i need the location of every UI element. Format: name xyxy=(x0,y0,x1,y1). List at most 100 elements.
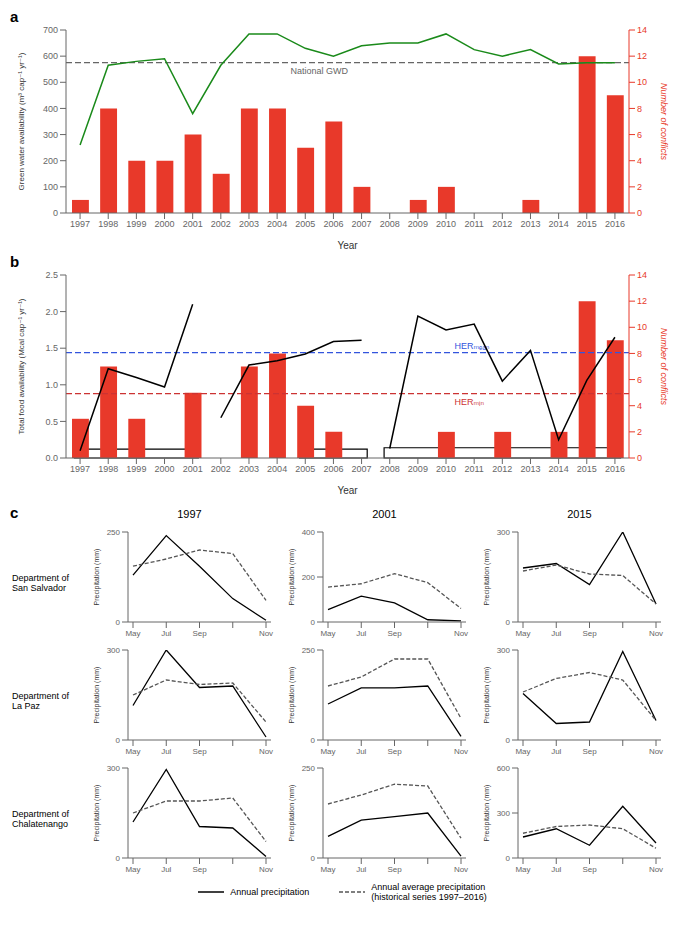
svg-text:2006: 2006 xyxy=(323,219,343,229)
svg-text:600: 600 xyxy=(497,764,511,773)
svg-text:400: 400 xyxy=(43,104,58,114)
svg-text:200: 200 xyxy=(302,573,316,582)
svg-text:Nov: Nov xyxy=(649,865,663,874)
svg-text:2003: 2003 xyxy=(239,464,259,474)
svg-text:Precipitation (mm): Precipitation (mm) xyxy=(288,549,296,606)
svg-text:Nov: Nov xyxy=(259,865,273,874)
svg-text:Nov: Nov xyxy=(454,747,468,756)
svg-text:Sep: Sep xyxy=(387,629,402,638)
svg-text:Sep: Sep xyxy=(192,629,207,638)
svg-text:0: 0 xyxy=(506,854,511,863)
svg-text:Nov: Nov xyxy=(259,629,273,638)
svg-text:2002: 2002 xyxy=(211,219,231,229)
svg-text:300: 300 xyxy=(497,809,511,818)
svg-text:2013: 2013 xyxy=(520,464,540,474)
svg-text:2001: 2001 xyxy=(183,219,203,229)
svg-text:0: 0 xyxy=(311,736,316,745)
svg-text:0: 0 xyxy=(311,618,316,627)
svg-text:250: 250 xyxy=(302,646,316,655)
svg-text:2.5: 2.5 xyxy=(45,270,58,280)
svg-text:500: 500 xyxy=(43,77,58,87)
svg-text:2014: 2014 xyxy=(549,464,569,474)
svg-text:0: 0 xyxy=(53,208,58,218)
svg-text:600: 600 xyxy=(43,51,58,61)
svg-text:Year: Year xyxy=(337,485,358,496)
svg-text:Precipitation (mm): Precipitation (mm) xyxy=(93,785,101,842)
svg-text:2006: 2006 xyxy=(323,464,343,474)
svg-text:1.0: 1.0 xyxy=(45,380,58,390)
svg-text:May: May xyxy=(320,629,335,638)
svg-text:2015: 2015 xyxy=(577,219,597,229)
svg-text:Jul: Jul xyxy=(551,629,561,638)
svg-text:2012: 2012 xyxy=(492,464,512,474)
svg-text:2007: 2007 xyxy=(352,464,372,474)
svg-text:2004: 2004 xyxy=(267,219,287,229)
svg-text:6: 6 xyxy=(637,130,642,140)
svg-text:400: 400 xyxy=(302,528,316,537)
svg-text:0: 0 xyxy=(116,736,121,745)
svg-text:Sep: Sep xyxy=(387,865,402,874)
svg-text:Precipitation (mm): Precipitation (mm) xyxy=(93,667,101,724)
svg-text:Nov: Nov xyxy=(259,747,273,756)
svg-text:300: 300 xyxy=(497,528,511,537)
svg-text:Sep: Sep xyxy=(582,629,597,638)
svg-text:0: 0 xyxy=(311,854,316,863)
svg-text:300: 300 xyxy=(43,130,58,140)
svg-text:1999: 1999 xyxy=(126,464,146,474)
svg-text:2005: 2005 xyxy=(295,219,315,229)
svg-text:Total food availability (Mcal: Total food availability (Mcal cap⁻¹ yr⁻¹… xyxy=(17,298,26,434)
svg-text:250: 250 xyxy=(302,764,316,773)
svg-text:2013: 2013 xyxy=(520,219,540,229)
svg-text:May: May xyxy=(125,747,140,756)
svg-text:2011: 2011 xyxy=(464,219,483,229)
svg-text:4: 4 xyxy=(637,156,642,166)
svg-text:2007: 2007 xyxy=(352,219,372,229)
svg-text:2005: 2005 xyxy=(295,464,315,474)
svg-text:May: May xyxy=(515,747,530,756)
svg-text:2016: 2016 xyxy=(605,219,625,229)
svg-text:Jul: Jul xyxy=(356,747,366,756)
svg-text:0.0: 0.0 xyxy=(45,453,58,463)
svg-text:14: 14 xyxy=(637,270,647,280)
svg-text:2008: 2008 xyxy=(380,219,400,229)
svg-text:Precipitation (mm): Precipitation (mm) xyxy=(93,549,101,606)
svg-text:Precipitation (mm): Precipitation (mm) xyxy=(288,785,296,842)
svg-text:1997: 1997 xyxy=(70,464,90,474)
svg-text:250: 250 xyxy=(107,528,121,537)
svg-text:Precipitation (mm): Precipitation (mm) xyxy=(483,549,491,606)
svg-text:4: 4 xyxy=(637,401,642,411)
svg-text:1998: 1998 xyxy=(98,219,118,229)
svg-text:2015: 2015 xyxy=(577,464,597,474)
svg-text:1999: 1999 xyxy=(126,219,146,229)
svg-text:Nov: Nov xyxy=(649,747,663,756)
svg-text:2000: 2000 xyxy=(155,219,175,229)
svg-text:0.5: 0.5 xyxy=(45,417,58,427)
svg-text:Sep: Sep xyxy=(582,747,597,756)
svg-text:10: 10 xyxy=(637,77,647,87)
svg-text:Jul: Jul xyxy=(356,629,366,638)
svg-text:2016: 2016 xyxy=(605,464,625,474)
svg-text:Number of conflicts: Number of conflicts xyxy=(659,83,669,161)
svg-text:Jul: Jul xyxy=(161,747,171,756)
svg-text:200: 200 xyxy=(43,156,58,166)
svg-text:Jul: Jul xyxy=(551,865,561,874)
svg-text:2008: 2008 xyxy=(380,464,400,474)
svg-text:May: May xyxy=(125,865,140,874)
svg-text:2011: 2011 xyxy=(464,464,483,474)
svg-text:Sep: Sep xyxy=(192,865,207,874)
svg-text:May: May xyxy=(515,865,530,874)
svg-text:2010: 2010 xyxy=(436,219,456,229)
svg-text:300: 300 xyxy=(107,764,121,773)
svg-text:2001: 2001 xyxy=(183,464,203,474)
svg-text:0: 0 xyxy=(637,208,642,218)
svg-text:700: 700 xyxy=(43,25,58,35)
svg-text:Sep: Sep xyxy=(192,747,207,756)
svg-text:Jul: Jul xyxy=(161,865,171,874)
svg-text:2012: 2012 xyxy=(492,219,512,229)
svg-text:300: 300 xyxy=(107,646,121,655)
svg-text:12: 12 xyxy=(637,51,647,61)
svg-text:Precipitation (mm): Precipitation (mm) xyxy=(483,667,491,724)
svg-text:May: May xyxy=(515,629,530,638)
svg-text:8: 8 xyxy=(637,349,642,359)
svg-text:2009: 2009 xyxy=(408,464,428,474)
